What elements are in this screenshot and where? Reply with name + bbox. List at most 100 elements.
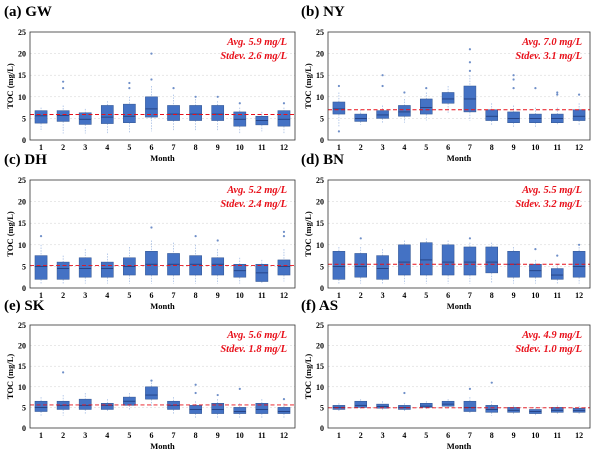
box [441, 92, 455, 104]
x-tick-label: 8 [194, 431, 198, 440]
x-tick-label: 4 [402, 143, 406, 152]
x-tick-label: 2 [359, 143, 363, 152]
box [277, 259, 291, 276]
box [145, 96, 158, 118]
box [354, 400, 368, 408]
x-tick-label: 6 [446, 143, 450, 152]
outlier-point [468, 69, 472, 72]
box [277, 407, 291, 414]
x-tick-label: 1 [337, 291, 341, 300]
panel-title: (e) SK [4, 298, 45, 314]
outlier-point [468, 237, 472, 240]
y-tick-label: 20 [18, 198, 26, 207]
x-tick-label: 8 [490, 431, 494, 440]
outlier-point [359, 237, 362, 240]
stdev-annotation: Stdev. 1.0 mg/L [515, 344, 582, 355]
x-tick-label: 7 [172, 143, 176, 152]
x-tick-label: 11 [258, 431, 266, 440]
panel-title: (d) BN [301, 152, 344, 168]
y-tick-label: 25 [18, 176, 26, 185]
box [189, 105, 202, 121]
outlier-point [282, 102, 286, 105]
y-tick-label: 0 [22, 424, 26, 433]
outlier-point [216, 95, 219, 98]
x-tick-label: 6 [446, 431, 450, 440]
x-tick-label: 1 [337, 143, 341, 152]
y-tick-label: 25 [316, 176, 324, 185]
box [332, 251, 346, 280]
x-tick-label: 11 [553, 431, 561, 440]
outlier-point [128, 87, 131, 90]
outlier-point [216, 393, 219, 397]
x-axis-label: Month [150, 153, 175, 163]
y-tick-label: 5 [320, 262, 324, 271]
x-tick-label: 12 [280, 431, 288, 440]
x-tick-label: 9 [512, 143, 516, 152]
x-tick-label: 12 [575, 431, 583, 440]
outlier-point [468, 61, 472, 64]
outlier-point [150, 52, 153, 55]
x-axis-label: Month [447, 301, 472, 311]
outlier-point [381, 74, 384, 77]
x-tick-label: 1 [337, 431, 341, 440]
x-tick-label: 11 [553, 291, 561, 300]
y-tick-label: 20 [316, 50, 324, 59]
outlier-point [282, 235, 286, 238]
box [34, 400, 48, 412]
y-tick-label: 5 [320, 403, 324, 412]
y-tick-label: 5 [22, 262, 26, 271]
x-tick-label: 10 [236, 143, 244, 152]
outlier-point [238, 387, 241, 390]
box [100, 105, 114, 124]
y-tick-label: 10 [18, 93, 26, 102]
y-tick-label: 10 [18, 241, 26, 250]
box [419, 403, 433, 408]
x-tick-label: 4 [105, 291, 109, 300]
box [354, 113, 368, 122]
box [441, 244, 455, 276]
x-tick-label: 5 [127, 431, 131, 440]
box [233, 407, 247, 414]
box [211, 257, 225, 276]
y-tick-label: 15 [316, 219, 324, 228]
x-tick-label: 8 [194, 143, 198, 152]
y-tick-label: 15 [18, 71, 26, 80]
x-tick-label: 2 [61, 143, 65, 152]
outlier-point [194, 383, 197, 386]
outlier-point [128, 81, 131, 85]
outlier-point [556, 254, 559, 257]
y-tick-label: 0 [320, 136, 324, 145]
box [485, 246, 499, 274]
y-tick-label: 0 [320, 284, 324, 293]
box [485, 109, 499, 121]
outlier-point [556, 93, 559, 96]
box [255, 403, 269, 414]
y-tick-label: 25 [18, 321, 26, 330]
x-tick-label: 2 [61, 291, 65, 300]
x-tick-label: 12 [280, 291, 288, 300]
x-tick-label: 11 [258, 291, 266, 300]
box [167, 105, 180, 121]
outlier-point [556, 91, 559, 94]
outlier-point [39, 235, 43, 238]
panel-title: (c) DH [4, 152, 47, 168]
x-tick-label: 3 [381, 431, 385, 440]
outlier-point [62, 80, 65, 83]
x-tick-label: 10 [236, 431, 244, 440]
plot-frame [327, 179, 591, 289]
x-tick-label: 7 [468, 291, 472, 300]
box [463, 400, 477, 412]
x-tick-label: 11 [258, 143, 266, 152]
box [572, 109, 586, 121]
x-tick-label: 3 [381, 291, 385, 300]
outlier-point [216, 239, 219, 242]
x-tick-label: 9 [216, 291, 220, 300]
x-tick-label: 5 [424, 143, 428, 152]
box [100, 261, 114, 278]
box [123, 103, 136, 123]
x-tick-label: 1 [39, 431, 43, 440]
box [485, 405, 499, 413]
